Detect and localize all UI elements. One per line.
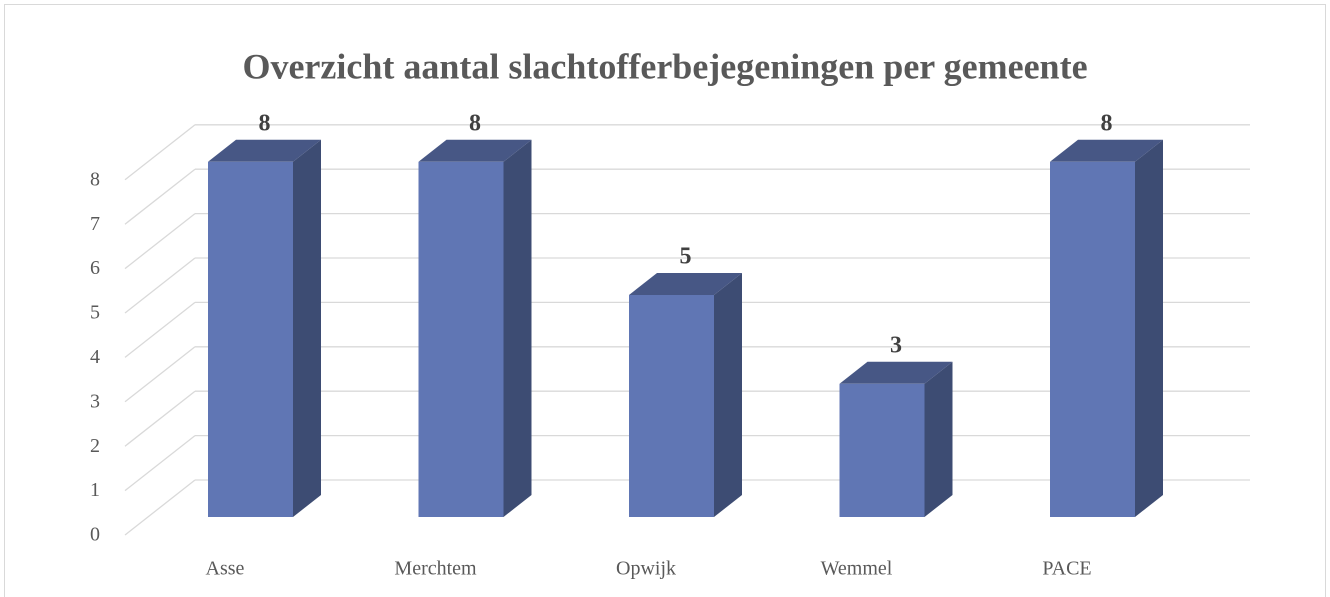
grid-line-side [124, 301, 196, 358]
bar-top [1050, 139, 1163, 162]
y-tick-label: 0 [90, 524, 100, 546]
value-label: 3 [890, 332, 902, 358]
x-tick-label: Asse [206, 558, 245, 580]
grid-line-side [124, 346, 196, 403]
grid-line-side [124, 257, 196, 314]
value-label: 8 [469, 110, 481, 136]
bar-top [418, 139, 532, 162]
x-tick-label: Opwijk [616, 558, 676, 580]
y-tick-label: 2 [90, 435, 100, 457]
bar [839, 383, 925, 517]
y-tick-label: 6 [90, 257, 100, 279]
bar-side [503, 139, 532, 518]
grid-line-side [124, 168, 196, 225]
y-tick-label: 5 [90, 302, 100, 324]
x-tick-label: PACE [1042, 558, 1091, 580]
bar-side [714, 273, 742, 517]
bar [208, 161, 293, 518]
x-tick-label: Merchtem [394, 558, 477, 580]
bar [418, 161, 504, 518]
y-tick-label: 3 [90, 390, 100, 412]
bar [629, 295, 714, 517]
bar-side [924, 361, 953, 517]
bar-top [629, 273, 742, 295]
y-tick-label: 8 [90, 168, 100, 190]
y-tick-label: 7 [90, 213, 100, 235]
x-tick-label: Wemmel [821, 558, 893, 580]
value-label: 5 [680, 244, 692, 270]
y-tick-label: 1 [90, 479, 100, 501]
grid-line-side [124, 435, 196, 492]
bar [1050, 161, 1135, 518]
chart-title: Overzicht aantal slachtofferbejegeningen… [242, 46, 1087, 86]
bar-side [293, 139, 321, 518]
y-tick-label: 4 [90, 346, 100, 368]
grid-line-side [124, 213, 196, 270]
grid-line-side [124, 479, 196, 536]
grid-line-side [124, 124, 196, 181]
bar-top [208, 139, 321, 162]
value-label: 8 [1101, 110, 1113, 136]
bar-side [1135, 139, 1163, 518]
value-label: 8 [259, 110, 271, 136]
bar-top [839, 361, 953, 384]
grid-line-side [124, 390, 196, 447]
